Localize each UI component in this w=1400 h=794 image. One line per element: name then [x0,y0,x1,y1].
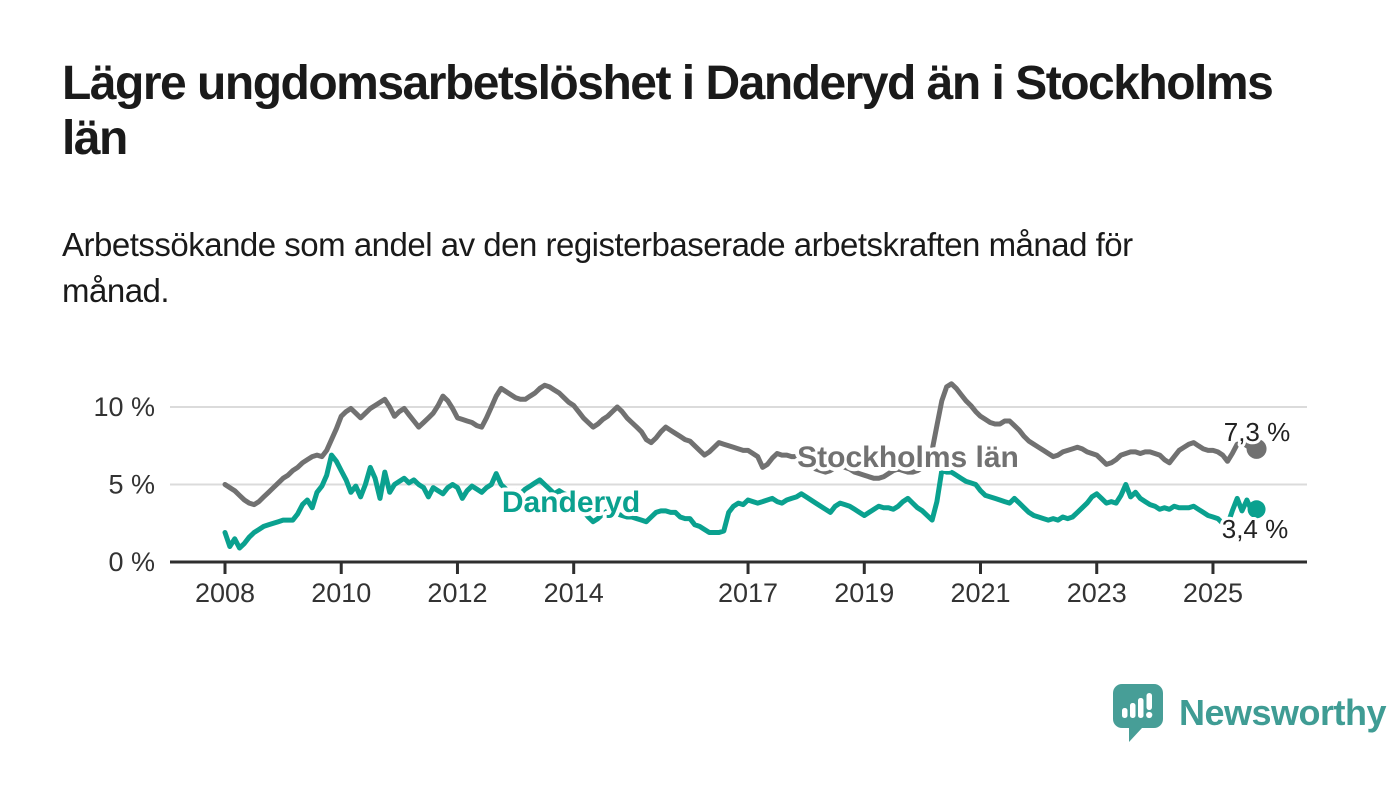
page-title: Lägre ungdomsarbetslöshet i Danderyd än … [62,57,1274,166]
x-axis-tick-label: 2021 [950,578,1010,608]
series-end-dot-stockholms-l-n [1246,438,1267,459]
chart-subtitle: Arbetssökande som andel av den registerb… [62,226,1133,309]
newsworthy-brand-text: Newsworthy [1179,692,1387,733]
y-axis-tick-label: 5 % [108,470,155,500]
series-line-stockholms-l-n [222,381,1260,508]
series-end-value-label-danderyd: 3,4 % [1222,514,1289,544]
chart-canvas: 0 % 5 % 10 % 2008 2010 2012 2014 2017 2019 2021 20… [93,381,1307,608]
exclamation-icon [1146,693,1153,719]
newsworthy-logo-icon [1113,684,1163,742]
series-end-dot-danderyd [1247,500,1266,519]
x-axis-tick-label: 2023 [1067,578,1127,608]
series-inline-label-stockholms-l-n: Stockholms län [797,441,1019,474]
x-axis-tick-label: 2025 [1183,578,1243,608]
y-axis-tick-label: 0 % [108,547,155,577]
bar-chart-icon [1122,698,1144,718]
line-chart: 0 % 5 % 10 % 2008 2010 2012 2014 2017 2019 2021 20… [0,355,1400,625]
x-axis-tick-label: 2008 [195,578,255,608]
x-axis-tick-label: 2012 [427,578,487,608]
newsworthy-logo: Newsworthy [1113,684,1387,742]
y-axis-tick-label: 10 % [93,392,155,422]
series-end-value-label-stockholms-l-n: 7,3 % [1224,417,1291,447]
x-axis-tick-label: 2014 [544,578,604,608]
series-inline-label-danderyd: Danderyd [502,486,640,519]
x-axis-tick-label: 2010 [311,578,371,608]
x-axis-tick-label: 2019 [834,578,894,608]
series-line-danderyd [222,452,1260,551]
x-axis-tick-label: 2017 [718,578,778,608]
